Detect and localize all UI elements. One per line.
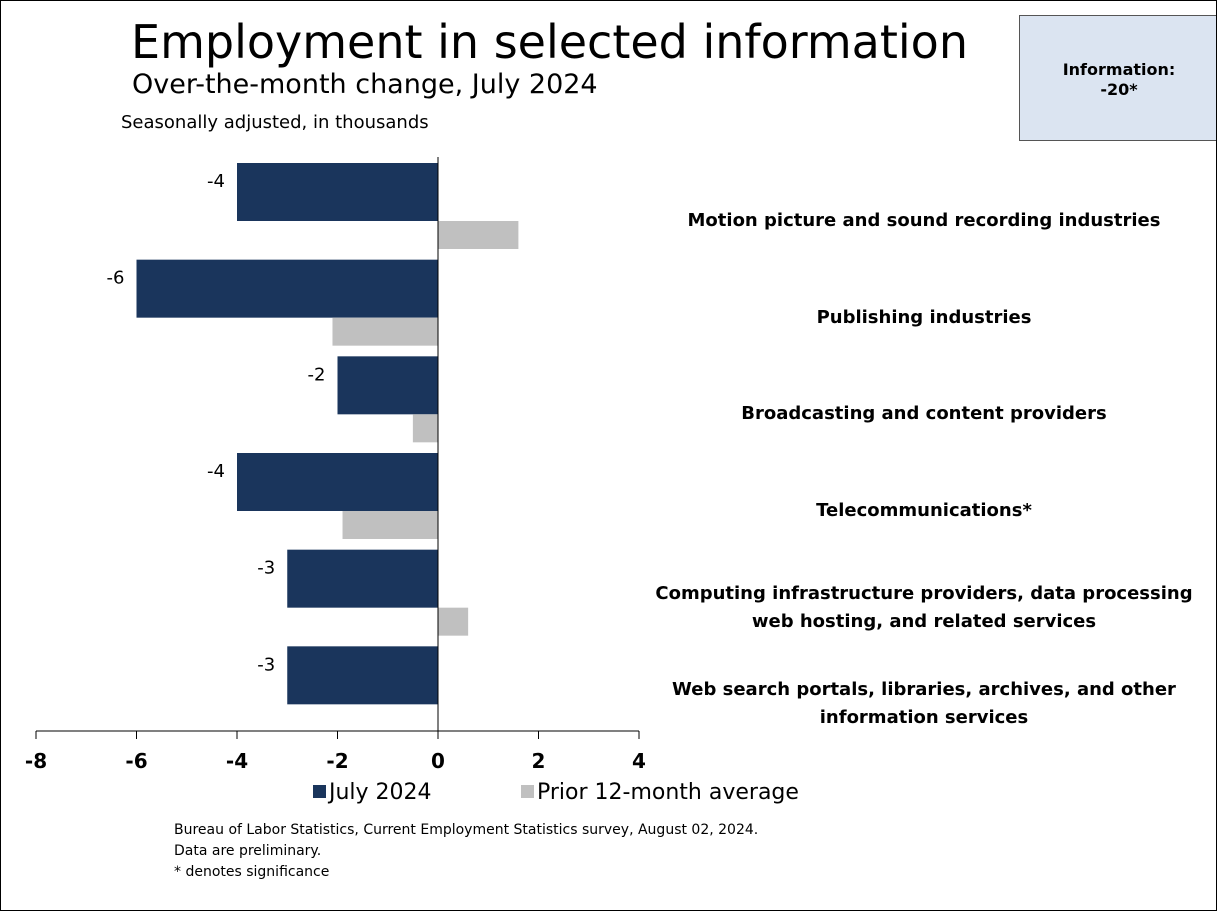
info-box-value: -20* <box>1100 80 1138 99</box>
category-label-line: Publishing industries <box>816 306 1032 328</box>
legend-item-july: July 2024 <box>313 782 432 804</box>
bar-july-3 <box>237 453 438 511</box>
category-label-2: Broadcasting and content providers <box>644 400 1204 428</box>
bar-prior-1 <box>332 317 438 346</box>
category-label-line: Motion picture and sound recording indus… <box>687 210 1161 231</box>
info-box-text: Information: -20* <box>1020 60 1216 100</box>
bar-july-2 <box>337 356 438 415</box>
x-tick-label-2: -4 <box>226 749 248 773</box>
data-label-july-5: -3 <box>257 654 275 675</box>
x-tick-label-5: 2 <box>532 749 546 773</box>
legend-label-july: July 2024 <box>329 780 432 805</box>
bar-july-5 <box>287 646 438 705</box>
category-label-line: Computing infrastructure providers, data… <box>655 582 1193 604</box>
data-label-july-3: -4 <box>207 461 225 482</box>
data-label-july-0: -4 <box>207 171 225 192</box>
info-box-label: Information: <box>1062 60 1176 79</box>
footer-source: Bureau of Labor Statistics, Current Empl… <box>174 822 759 838</box>
x-tick-label-4: 0 <box>431 749 445 773</box>
legend-swatch-prior <box>521 785 534 798</box>
bar-july-0 <box>237 163 438 221</box>
legend-label-prior: Prior 12-month average <box>537 780 799 805</box>
category-label-0: Motion picture and sound recording indus… <box>644 207 1204 235</box>
category-label-line: information services <box>819 707 1029 729</box>
bar-prior-3 <box>342 511 438 539</box>
x-tick-label-3: -2 <box>326 749 348 773</box>
bar-july-4 <box>287 549 438 608</box>
category-label-3: Telecommunications* <box>644 497 1204 525</box>
bar-prior-0 <box>438 221 519 249</box>
units-note: Seasonally adjusted, in thousands <box>121 112 429 133</box>
info-box: Information: -20* <box>1019 15 1216 141</box>
footer-notes: Bureau of Labor Statistics, Current Empl… <box>174 820 758 883</box>
chart-title: Employment in selected information <box>131 15 968 69</box>
footer-preliminary: Data are preliminary. <box>174 843 322 859</box>
category-label-line: Web search portals, libraries, archives,… <box>672 679 1176 701</box>
footer-significance: * denotes significance <box>174 864 330 880</box>
category-label-4: Computing infrastructure providers, data… <box>644 580 1204 636</box>
legend-swatch-july <box>313 785 326 798</box>
category-label-5: Web search portals, libraries, archives,… <box>644 676 1204 732</box>
data-label-july-1: -6 <box>107 268 125 289</box>
x-tick-label-6: 4 <box>632 749 646 773</box>
legend-item-prior: Prior 12-month average <box>521 782 799 804</box>
chart-subtitle: Over-the-month change, July 2024 <box>132 69 598 100</box>
category-label-line: web hosting, and related services <box>751 610 1097 632</box>
x-tick-label-1: -6 <box>125 749 147 773</box>
data-label-july-2: -2 <box>308 364 326 385</box>
category-label-line: Telecommunications* <box>816 500 1032 521</box>
bar-july-1 <box>136 259 438 318</box>
bar-prior-4 <box>438 607 469 636</box>
bar-chart: -4 -6 -2 -4 -3 -3 -8 -6 -4 -2 0 2 4 <box>25 157 646 773</box>
bar-prior-2 <box>412 414 438 443</box>
x-tick-label-0: -8 <box>25 749 47 773</box>
data-label-july-4: -3 <box>257 558 275 579</box>
category-label-1: Publishing industries <box>644 304 1204 332</box>
category-label-line: Broadcasting and content providers <box>741 403 1107 425</box>
